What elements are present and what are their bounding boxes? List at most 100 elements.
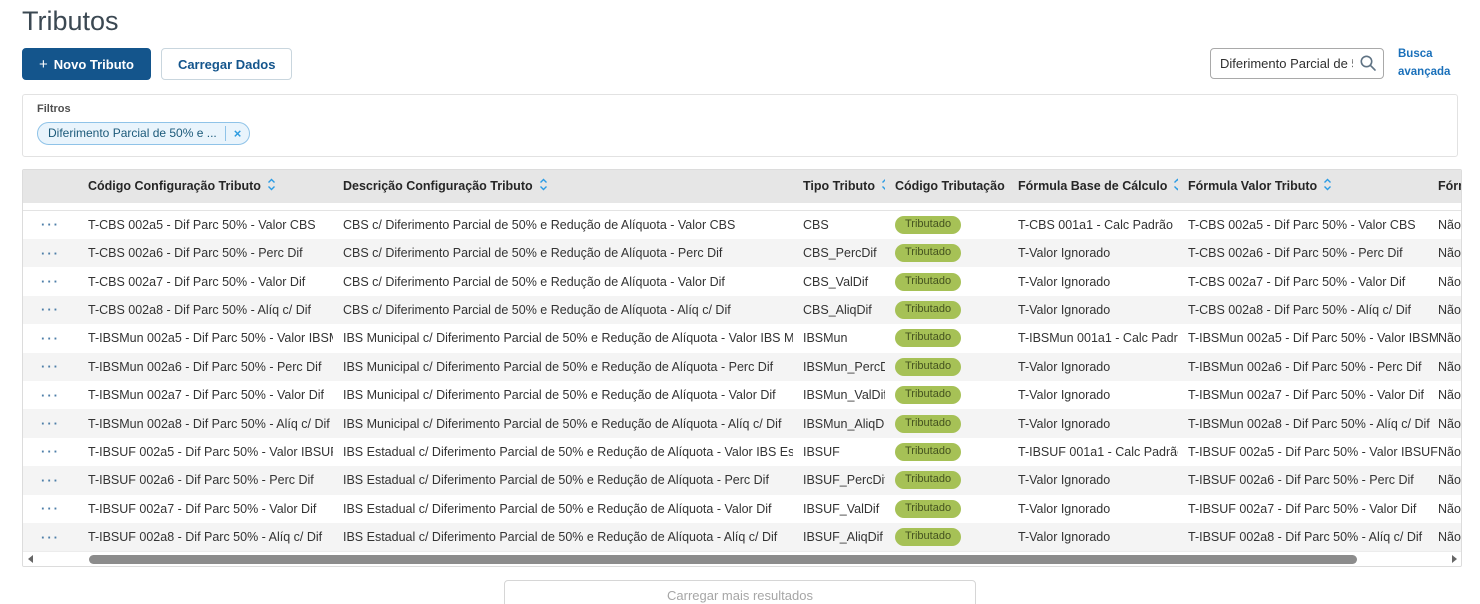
row-menu-icon[interactable]: ··· (41, 388, 60, 402)
table-row[interactable]: ··· T-IBSMun 002a7 - Dif Parc 50% - Valo… (23, 380, 1461, 410)
cell-formula-extra: Não (1438, 359, 1461, 374)
status-badge: Tributado (895, 386, 962, 405)
column-header-formula-extra[interactable]: Fórm (1438, 179, 1461, 194)
status-badge: Tributado (895, 414, 962, 433)
table-row[interactable]: ··· T-CBS 002a8 - Dif Parc 50% - Alíq c/… (23, 295, 1461, 325)
cell-tipo: IBSUF_PercDif (803, 473, 885, 488)
cell-tributacao: Tributado (885, 414, 1008, 433)
table-body: ··· T-CBS 002a5 - Dif Parc 50% - Valor C… (23, 210, 1461, 552)
cell-formula-base: T-Valor Ignorado (1018, 274, 1111, 289)
table-row[interactable]: ··· T-IBSMun 002a6 - Dif Parc 50% - Perc… (23, 352, 1461, 381)
page-title: Tributos (22, 6, 119, 36)
cell-formula-base: T-Valor Ignorado (1018, 246, 1111, 261)
status-badge: Tributado (895, 329, 962, 348)
row-actions-cell: ··· (23, 474, 78, 487)
scrollbar-track[interactable] (37, 554, 1447, 564)
column-header-label: Fórmula Base de Cálculo (1018, 179, 1168, 194)
table-row[interactable]: ··· T-CBS 002a6 - Dif Parc 50% - Perc Di… (23, 239, 1461, 268)
table-row[interactable]: ··· T-IBSUF 002a6 - Dif Parc 50% - Perc … (23, 466, 1461, 495)
table-row[interactable]: ··· T-IBSMun 002a5 - Dif Parc 50% - Valo… (23, 324, 1461, 353)
cell-codigo: T-CBS 002a6 - Dif Parc 50% - Perc Dif (88, 246, 303, 261)
status-badge: Tributado (895, 442, 962, 461)
cell-formula-extra: Não (1438, 501, 1461, 516)
cell-formula-valor: T-IBSMun 002a5 - Dif Parc 50% - Valor IB… (1188, 331, 1438, 346)
search-icon[interactable] (1359, 54, 1377, 77)
row-menu-icon[interactable]: ··· (41, 530, 60, 544)
cell-formula-valor: T-IBSUF 002a7 - Dif Parc 50% - Valor Dif (1188, 501, 1417, 516)
row-actions-cell: ··· (23, 417, 78, 430)
cell-codigo: T-IBSMun 002a6 - Dif Parc 50% - Perc Dif (88, 359, 322, 374)
cell-codigo: T-IBSUF 002a6 - Dif Parc 50% - Perc Dif (88, 473, 314, 488)
filter-chip-text: Diferimento Parcial de 50% e ... (48, 126, 217, 141)
filter-chip[interactable]: Diferimento Parcial de 50% e ... × (37, 121, 251, 145)
sort-icon[interactable] (881, 178, 885, 194)
cell-tributacao: Tributado (885, 499, 1008, 518)
column-header-tipo[interactable]: Tipo Tributo (793, 178, 885, 194)
sort-icon[interactable] (539, 178, 548, 194)
cell-codigo: T-CBS 002a8 - Dif Parc 50% - Alíq c/ Dif (88, 302, 311, 317)
cell-formula-extra: Não (1438, 302, 1461, 317)
cell-formula-base: T-Valor Ignorado (1018, 388, 1111, 403)
new-tributo-button[interactable]: + Novo Tributo (22, 48, 151, 80)
column-header-descricao[interactable]: Descrição Configuração Tributo (333, 178, 793, 194)
column-header-codigo[interactable]: Código Configuração Tributo (78, 178, 333, 194)
load-data-button[interactable]: Carregar Dados (160, 48, 293, 80)
cell-descricao: IBS Estadual c/ Diferimento Parcial de 5… (343, 501, 772, 516)
column-header-formula-valor[interactable]: Fórmula Valor Tributo (1178, 178, 1438, 194)
table-row[interactable]: ··· T-IBSMun 002a8 - Dif Parc 50% - Alíq… (23, 409, 1461, 438)
row-menu-icon[interactable]: ··· (41, 303, 60, 317)
column-header-label: Fórm (1438, 179, 1461, 194)
cell-tipo: IBSMun (803, 331, 848, 346)
row-menu-icon[interactable]: ··· (41, 502, 60, 516)
status-badge: Tributado (895, 215, 962, 234)
scroll-right-arrow-icon[interactable] (1447, 552, 1461, 566)
table-row[interactable]: ··· T-IBSUF 002a8 - Dif Parc 50% - Alíq … (23, 522, 1461, 552)
cell-codigo: T-IBSMun 002a8 - Dif Parc 50% - Alíq c/ … (88, 416, 330, 431)
scrollbar-thumb[interactable] (89, 554, 1357, 564)
column-header-label: Fórmula Valor Tributo (1188, 179, 1318, 194)
row-menu-icon[interactable]: ··· (41, 246, 60, 260)
sort-icon[interactable] (1323, 178, 1332, 194)
row-menu-icon[interactable]: ··· (41, 445, 60, 459)
column-header-label: Descrição Configuração Tributo (343, 179, 533, 194)
cell-descricao: IBS Municipal c/ Diferimento Parcial de … (343, 416, 782, 431)
cell-tipo: IBSUF_AliqDif (803, 530, 883, 545)
cell-formula-base: T-IBSMun 001a1 - Calc Padrão (1018, 331, 1178, 346)
cell-tipo: IBSUF_ValDif (803, 501, 880, 516)
scroll-left-arrow-icon[interactable] (23, 552, 37, 566)
row-actions-cell: ··· (23, 502, 78, 515)
cell-formula-extra: Não (1438, 473, 1461, 488)
status-badge: Tributado (895, 244, 962, 263)
cell-codigo: T-CBS 002a7 - Dif Parc 50% - Valor Dif (88, 274, 306, 289)
cell-codigo: T-IBSUF 002a8 - Dif Parc 50% - Alíq c/ D… (88, 530, 323, 545)
cell-descricao: IBS Municipal c/ Diferimento Parcial de … (343, 331, 793, 346)
table-row[interactable]: ··· T-IBSUF 002a5 - Dif Parc 50% - Valor… (23, 437, 1461, 467)
cell-descricao: IBS Estadual c/ Diferimento Parcial de 5… (343, 473, 769, 488)
row-menu-icon[interactable]: ··· (41, 417, 60, 431)
row-actions-cell: ··· (23, 360, 78, 373)
filter-chip-close-icon[interactable]: × (224, 125, 250, 141)
cell-descricao: IBS Estadual c/ Diferimento Parcial de 5… (343, 530, 778, 545)
status-badge: Tributado (895, 499, 962, 518)
row-menu-icon[interactable]: ··· (41, 360, 60, 374)
search-input[interactable] (1210, 48, 1384, 79)
cell-formula-extra: Não (1438, 416, 1461, 431)
cell-codigo: T-IBSMun 002a7 - Dif Parc 50% - Valor Di… (88, 388, 324, 403)
sort-icon[interactable] (267, 178, 276, 194)
cell-formula-extra: Não (1438, 331, 1461, 346)
cell-tipo: CBS_ValDif (803, 274, 869, 289)
row-menu-icon[interactable]: ··· (41, 331, 60, 345)
table-row[interactable]: ··· T-IBSUF 002a7 - Dif Parc 50% - Valor… (23, 494, 1461, 523)
horizontal-scrollbar[interactable] (23, 551, 1461, 567)
cell-formula-valor: T-IBSUF 002a5 - Dif Parc 50% - Valor IBS… (1188, 444, 1438, 459)
row-menu-icon[interactable]: ··· (41, 275, 60, 289)
row-menu-icon[interactable]: ··· (41, 473, 60, 487)
load-more-button[interactable]: Carregar mais resultados (504, 580, 976, 604)
row-menu-icon[interactable]: ··· (41, 218, 60, 232)
column-header-formula-base[interactable]: Fórmula Base de Cálculo (1008, 178, 1178, 194)
sort-icon[interactable] (1173, 178, 1178, 194)
table-row[interactable]: ··· T-CBS 002a5 - Dif Parc 50% - Valor C… (23, 210, 1461, 240)
column-header-tributacao[interactable]: Código Tributação (885, 178, 1008, 194)
advanced-search-link[interactable]: Busca avançada (1398, 48, 1451, 78)
table-row[interactable]: ··· T-CBS 002a7 - Dif Parc 50% - Valor D… (23, 267, 1461, 296)
